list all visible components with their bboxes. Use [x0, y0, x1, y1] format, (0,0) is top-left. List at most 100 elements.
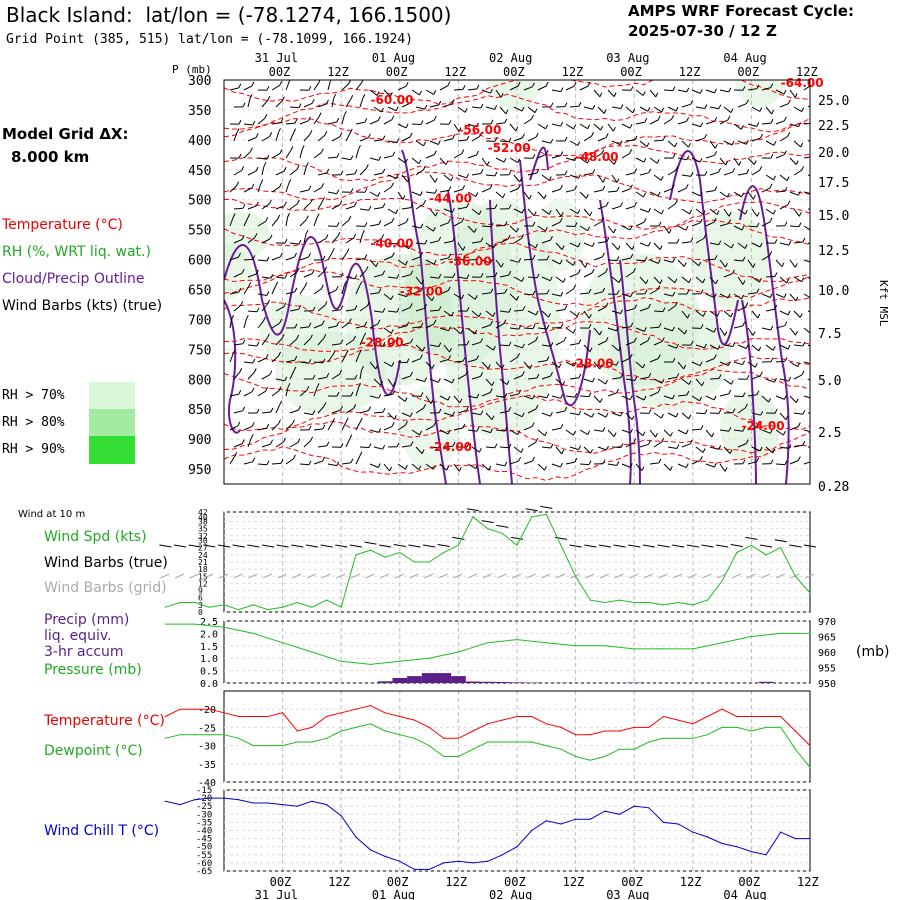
- wind-barb-true: [613, 544, 626, 548]
- wind-barb-flag: [500, 262, 504, 268]
- wind-barb-flag: [616, 388, 619, 394]
- wind-barb: [313, 460, 323, 465]
- wind-barb-flag: [759, 446, 763, 452]
- wind-barb: [299, 389, 308, 397]
- wind-barb: [271, 218, 279, 227]
- wind-barb: [369, 361, 377, 370]
- bottom-date-label: 04 Aug: [723, 888, 766, 900]
- wind-barb: [499, 446, 510, 449]
- wind-barb: [383, 293, 392, 300]
- wind-barb: [779, 135, 788, 142]
- wind-barb: [261, 276, 271, 279]
- wind-barb-flag: [768, 397, 772, 403]
- wind-barb: [271, 390, 280, 397]
- wind-barb: [513, 309, 524, 312]
- wind-barb: [621, 326, 631, 329]
- wind-barb: [373, 106, 382, 113]
- wind-barb-flag: [238, 83, 242, 89]
- wind-barb-flag: [521, 133, 525, 139]
- dewpoint-line-point: [340, 730, 342, 732]
- wind-barb-flag: [619, 140, 623, 145]
- wind-barb-flag: [359, 417, 363, 423]
- wind-barb-flag: [323, 402, 327, 407]
- wind-barb-flag: [322, 255, 326, 261]
- wind-barb: [527, 377, 537, 380]
- wind-barb: [541, 375, 551, 380]
- bottom-time-tick-label: 12Z: [680, 875, 702, 889]
- wind-barb: [737, 242, 746, 249]
- wind-barb-flag: [461, 149, 465, 154]
- wind-barb-flag: [420, 392, 424, 397]
- wind-barb-true: [510, 536, 524, 540]
- wind-barb: [411, 123, 422, 125]
- wind-barb: [481, 392, 491, 397]
- wind-barb: [289, 308, 299, 312]
- wind-speed-line-point: [765, 554, 767, 556]
- wind-barb-grid: [541, 573, 551, 579]
- wind-barb: [271, 285, 277, 295]
- wind-barb: [383, 393, 393, 397]
- wind-barb-flag: [616, 461, 620, 466]
- wind-barb: [625, 378, 635, 381]
- wind-barb: [247, 310, 258, 313]
- wind-tick-label: 42: [198, 508, 208, 517]
- wind-barb: [457, 242, 464, 251]
- wind-barb-flag: [577, 209, 581, 214]
- wind-barb: [555, 446, 563, 455]
- top-time-tick-label: 12Z: [444, 65, 466, 79]
- precip-bar: [377, 681, 393, 683]
- wind-barb-flag: [741, 294, 744, 300]
- wind-barb: [803, 123, 810, 125]
- wind-barb-flag: [517, 430, 521, 435]
- wind-barb-flag: [353, 233, 357, 239]
- model-grid-label: Model Grid ΔX:: [2, 125, 129, 143]
- wind-barb-flag: [550, 342, 554, 347]
- wind-barb: [663, 259, 673, 263]
- wind-barb-flag: [797, 191, 801, 196]
- cloud-outline: [489, 199, 513, 484]
- wind-barb-flag: [815, 279, 817, 283]
- wind-barb: [467, 463, 476, 470]
- wind-barb-flag: [505, 109, 509, 115]
- wind-barb: [425, 463, 434, 470]
- wind-barb: [807, 344, 810, 347]
- wind-barb-flag: [742, 280, 746, 285]
- wind-barb: [691, 428, 702, 431]
- wind-barb-flag: [783, 293, 787, 298]
- wind-barb-flag: [324, 266, 328, 272]
- wind-barb-flag: [466, 340, 470, 345]
- wind-barb-flag: [699, 89, 703, 94]
- wind-barb-flag: [560, 462, 563, 468]
- wind-barb: [569, 174, 579, 179]
- wind-barb: [453, 153, 463, 159]
- wind-barb-flag: [407, 177, 411, 183]
- temperature-contour-label: -56.00: [458, 123, 501, 137]
- wind-barb-grid: [321, 573, 331, 579]
- wind-barb: [737, 344, 747, 349]
- pressure-tick-label: 650: [188, 283, 211, 298]
- wind-barb: [513, 174, 521, 183]
- wind-barb-flag: [446, 465, 450, 471]
- pressure-tick-label: 750: [188, 343, 211, 358]
- wind-barb-flag: [474, 329, 478, 335]
- wind-barb-flag: [788, 376, 792, 382]
- wind-barb: [579, 123, 588, 130]
- wind-barb-flag: [421, 449, 425, 454]
- wind-barb-flag: [406, 358, 410, 363]
- wind-barb: [523, 293, 534, 296]
- wind-barb: [719, 259, 726, 268]
- wind-barb-flag: [648, 409, 652, 414]
- wind-barb: [243, 187, 253, 193]
- wind-barb: [653, 310, 664, 313]
- temperature-contour: [224, 219, 810, 256]
- wind-barb-flag: [686, 87, 690, 93]
- wind-barb-flag: [298, 304, 302, 310]
- precip-bar: [524, 682, 539, 683]
- wind-barb-flag: [589, 347, 593, 352]
- bottom-date-label: 01 Aug: [372, 888, 415, 900]
- wind-barb-flag: [241, 235, 245, 240]
- wind-barb: [747, 461, 757, 465]
- temperature-line-point: [794, 730, 797, 732]
- wind-barb-flag: [294, 252, 297, 258]
- wind-barb-flag: [784, 460, 788, 465]
